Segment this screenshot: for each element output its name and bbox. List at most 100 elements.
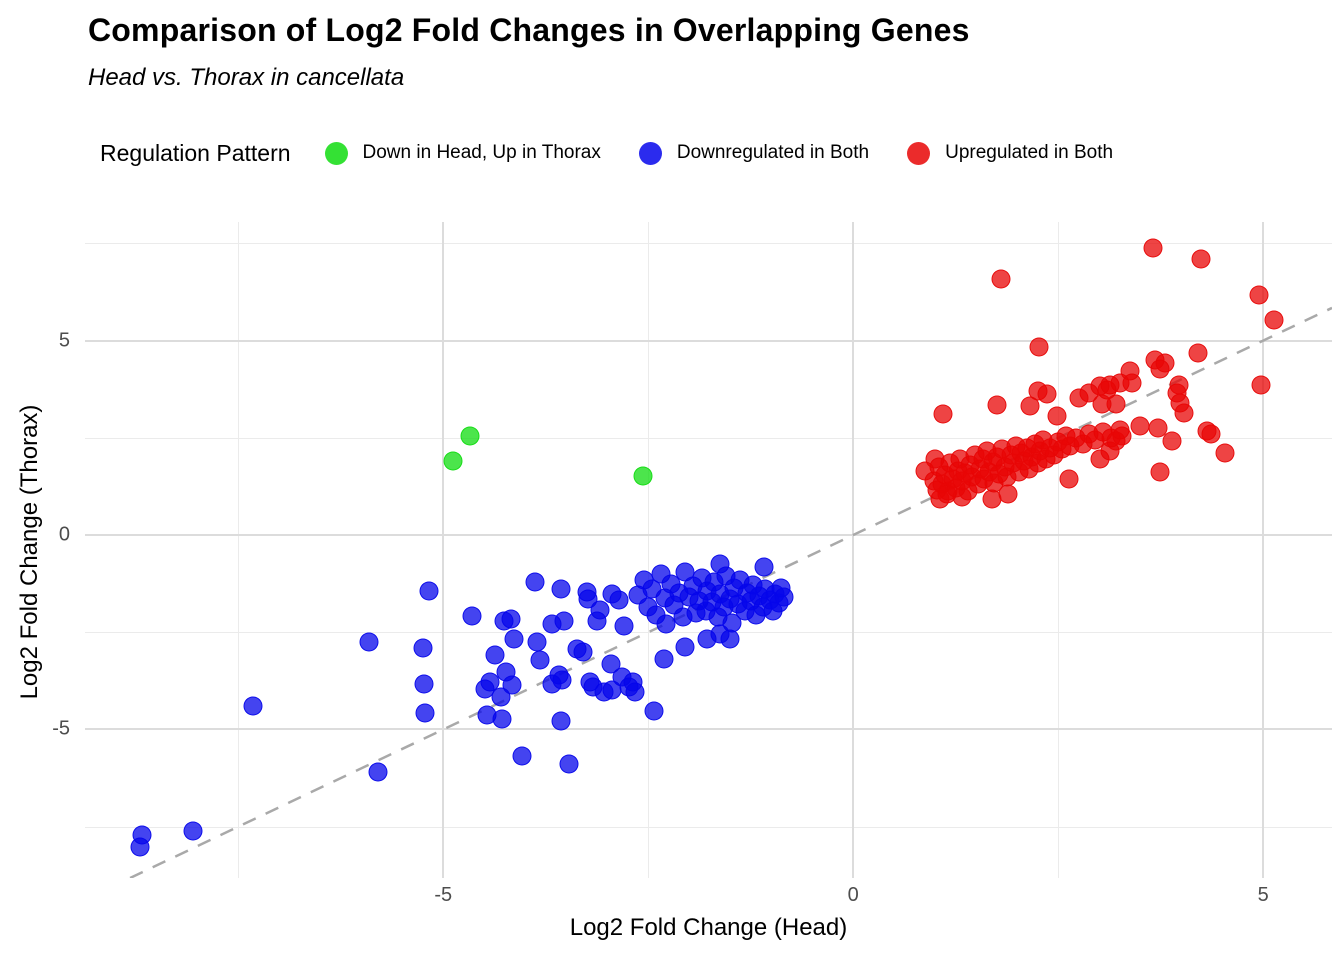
data-point <box>492 709 512 729</box>
plot-panel <box>85 222 1332 878</box>
data-point <box>413 638 433 658</box>
data-point <box>614 616 634 636</box>
gridline <box>85 339 1332 342</box>
data-point <box>1029 337 1049 357</box>
gridline <box>85 534 1332 537</box>
data-point <box>559 754 579 774</box>
data-point <box>720 629 740 649</box>
data-point <box>987 395 1007 415</box>
data-point <box>654 649 674 669</box>
data-point <box>502 675 522 695</box>
gridline <box>852 222 855 878</box>
data-point <box>991 269 1011 289</box>
gridline <box>442 222 445 878</box>
data-point <box>530 650 550 670</box>
data-point <box>1174 403 1194 423</box>
legend: Regulation Pattern Down in Head, Up in T… <box>100 130 1151 176</box>
gridline <box>238 222 240 878</box>
data-point <box>183 821 203 841</box>
gridline <box>85 437 1332 439</box>
data-point <box>1059 469 1079 489</box>
data-point <box>551 579 571 599</box>
x-tick-label: -5 <box>434 884 453 906</box>
data-point <box>1130 416 1150 436</box>
x-axis-title: Log2 Fold Change (Head) <box>569 914 848 941</box>
data-point <box>933 404 953 424</box>
x-tick-label: 5 <box>1257 884 1269 906</box>
data-point <box>552 670 572 690</box>
data-point <box>1264 310 1284 330</box>
data-point <box>512 746 532 765</box>
data-point <box>132 825 152 845</box>
data-point <box>243 696 263 716</box>
data-point <box>1020 396 1040 416</box>
data-point <box>633 466 653 486</box>
data-point <box>1148 418 1168 438</box>
data-point <box>460 426 480 446</box>
data-point <box>774 587 794 607</box>
data-point <box>754 557 774 577</box>
gridline <box>85 728 1332 731</box>
data-point <box>1110 420 1130 440</box>
legend-item-label: Upregulated in Both <box>945 142 1114 163</box>
gridline <box>648 222 650 878</box>
x-tick-label: 0 <box>847 884 859 906</box>
gridline <box>1262 222 1265 878</box>
data-point <box>414 674 434 694</box>
identity-reference-line <box>129 306 1332 878</box>
data-point <box>462 606 482 626</box>
data-point <box>554 611 574 631</box>
blue-dot-icon <box>638 141 662 165</box>
data-point <box>644 701 664 721</box>
y-axis-title: Log2 Fold Change (Thorax) <box>16 404 43 700</box>
gridline <box>85 243 1332 245</box>
data-point <box>415 703 435 723</box>
data-point <box>1092 394 1112 414</box>
data-point <box>419 581 439 601</box>
y-tick-label: 0 <box>58 523 70 546</box>
data-point <box>443 451 463 471</box>
legend-item-label: Downregulated in Both <box>676 142 870 163</box>
gridline <box>1058 222 1060 878</box>
data-point <box>625 682 645 702</box>
legend-title: Regulation Pattern <box>100 139 291 166</box>
data-point <box>485 645 505 665</box>
data-point <box>551 711 571 731</box>
page-title: Comparison of Log2 Fold Changes in Overl… <box>88 12 970 48</box>
legend-item-down-head-up-thorax: Down in Head, Up in Thorax <box>324 141 601 165</box>
data-point <box>710 554 730 574</box>
green-dot-icon <box>324 141 348 165</box>
y-tick-label: 5 <box>58 329 70 352</box>
data-point <box>1162 431 1182 451</box>
data-point <box>590 600 610 620</box>
data-point <box>722 613 742 633</box>
data-point <box>1090 449 1110 469</box>
data-point <box>1150 359 1170 379</box>
data-point <box>1047 406 1067 426</box>
data-point <box>480 672 500 692</box>
data-point <box>527 632 547 652</box>
data-point <box>1150 462 1170 482</box>
y-tick-label: -5 <box>52 717 70 740</box>
data-point <box>675 637 695 657</box>
data-point <box>359 632 379 652</box>
legend-item-downregulated-both: Downregulated in Both <box>638 141 870 165</box>
legend-item-upregulated-both: Upregulated in Both <box>907 141 1114 165</box>
data-point <box>1249 285 1269 305</box>
gridline <box>85 826 1332 828</box>
data-point <box>1215 443 1235 463</box>
data-point <box>501 609 520 629</box>
red-dot-icon <box>907 141 931 165</box>
data-point <box>1143 238 1163 258</box>
page-subtitle: Head vs. Thorax in cancellata <box>88 64 405 91</box>
data-point <box>1191 249 1211 269</box>
data-point <box>609 590 629 610</box>
legend-item-label: Down in Head, Up in Thorax <box>362 142 601 163</box>
data-point <box>656 614 676 634</box>
data-point <box>525 572 545 592</box>
data-point <box>573 642 593 662</box>
data-point <box>1037 384 1057 404</box>
data-point <box>1251 375 1271 395</box>
data-point <box>1188 343 1208 363</box>
data-point <box>504 629 524 649</box>
